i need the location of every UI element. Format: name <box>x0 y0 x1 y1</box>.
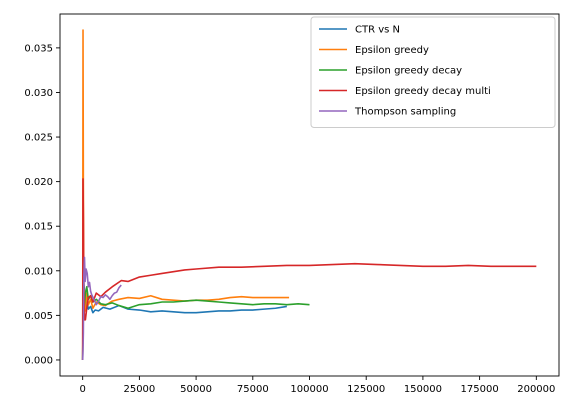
x-tick-label: 50000 <box>180 384 212 395</box>
legend-box <box>310 16 556 128</box>
x-tick-label: 200000 <box>517 384 555 395</box>
x-tick-label: 175000 <box>461 384 499 395</box>
x-tick-label: 0 <box>79 384 85 395</box>
y-tick-label: 0.020 <box>24 177 53 188</box>
legend-label: Epsilon greedy decay <box>355 66 462 77</box>
x-axis: 0 25000 50000 75000 100000 125000 150000 175000… <box>79 376 555 395</box>
series-line-1 <box>81 29 290 360</box>
x-tick-label: 125000 <box>347 384 385 395</box>
series-lines <box>81 29 537 360</box>
legend: CTR vs N Epsilon greedy Epsilon greedy dec… <box>310 16 556 128</box>
series-line-4 <box>81 256 122 360</box>
y-tick-label: 0.010 <box>24 266 53 277</box>
y-tick-label: 0.000 <box>24 355 53 366</box>
y-tick-label: 0.035 <box>24 43 53 54</box>
x-tick-label: 75000 <box>237 384 269 395</box>
legend-label: Thompson sampling <box>354 107 456 118</box>
x-tick-label: 100000 <box>290 384 328 395</box>
legend-label: Epsilon greedy <box>355 45 429 56</box>
x-tick-label: 150000 <box>404 384 442 395</box>
y-tick-label: 0.015 <box>24 222 53 233</box>
legend-label: Epsilon greedy decay multi <box>355 86 491 97</box>
y-tick-label: 0.025 <box>24 133 53 144</box>
x-tick-label: 25000 <box>123 384 155 395</box>
y-tick-label: 0.005 <box>24 311 53 322</box>
legend-label: CTR vs N <box>355 25 400 36</box>
y-tick-label: 0.030 <box>24 88 53 99</box>
y-axis: 0.000 0.005 0.010 0.015 0.020 0.025 0.030 0.035 <box>24 43 60 366</box>
series-line-3 <box>81 178 537 360</box>
